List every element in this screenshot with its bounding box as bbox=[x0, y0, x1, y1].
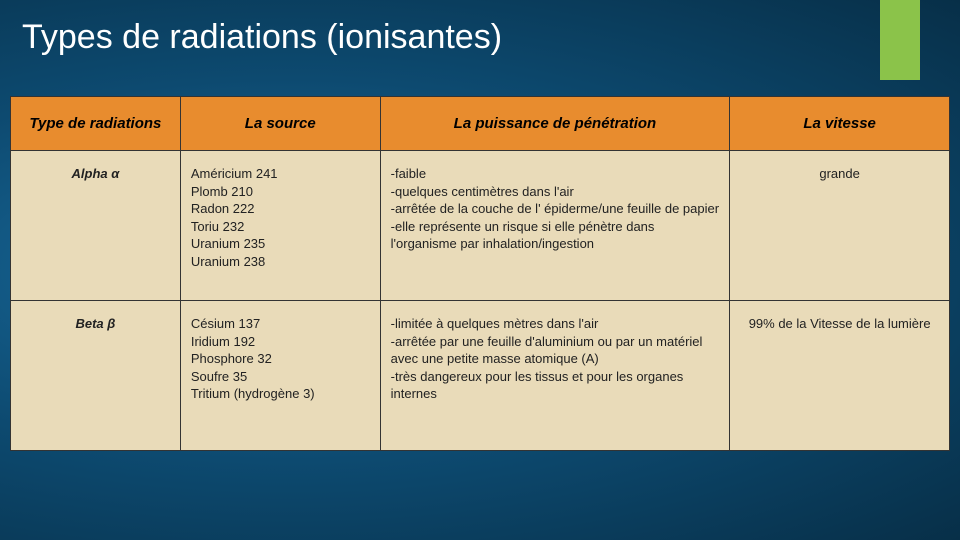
cell-source: Césium 137Iridium 192Phosphore 32Soufre … bbox=[180, 301, 380, 451]
table-header-row: Type de radiations La source La puissanc… bbox=[11, 97, 950, 151]
header-type: Type de radiations bbox=[11, 97, 181, 151]
accent-bar bbox=[880, 0, 920, 80]
cell-vitesse: 99% de la Vitesse de la lumière bbox=[730, 301, 950, 451]
cell-type: Alpha α bbox=[11, 151, 181, 301]
slide-title: Types de radiations (ionisantes) bbox=[0, 0, 960, 57]
table-row: Alpha α Américium 241Plomb 210Radon 222T… bbox=[11, 151, 950, 301]
header-vitesse: La vitesse bbox=[730, 97, 950, 151]
header-penetration: La puissance de pénétration bbox=[380, 97, 730, 151]
cell-source: Américium 241Plomb 210Radon 222Toriu 232… bbox=[180, 151, 380, 301]
table-row: Beta β Césium 137Iridium 192Phosphore 32… bbox=[11, 301, 950, 451]
cell-vitesse: grande bbox=[730, 151, 950, 301]
cell-type: Beta β bbox=[11, 301, 181, 451]
cell-penetration: -limitée à quelques mètres dans l'air-ar… bbox=[380, 301, 730, 451]
cell-penetration: -faible-quelques centimètres dans l'air-… bbox=[380, 151, 730, 301]
header-source: La source bbox=[180, 97, 380, 151]
radiation-table: Type de radiations La source La puissanc… bbox=[10, 96, 950, 451]
